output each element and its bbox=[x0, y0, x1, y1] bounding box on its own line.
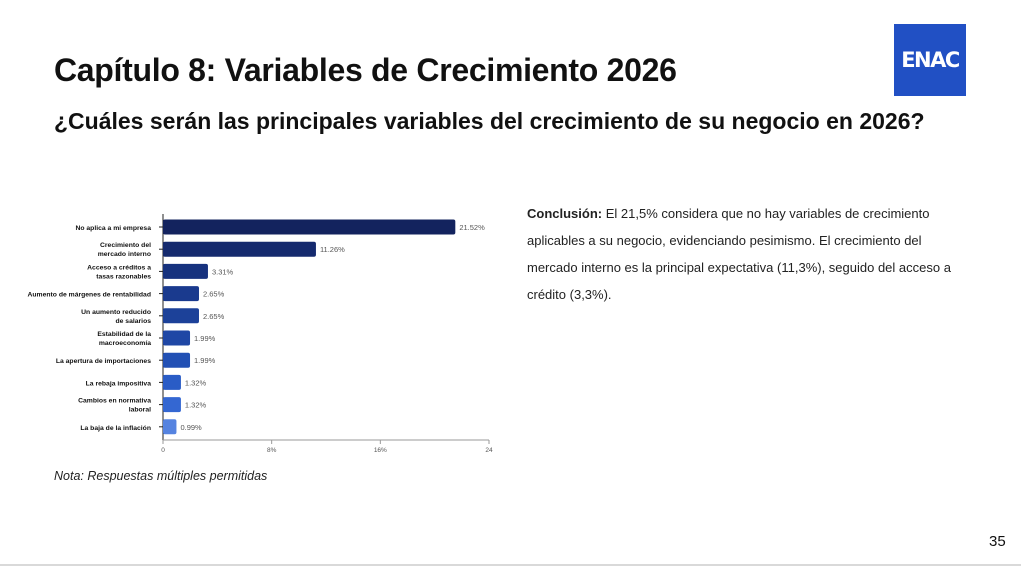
category-label: Cambios en normativa bbox=[78, 398, 151, 405]
category-label: La rebaja impositiva bbox=[86, 380, 152, 387]
data-label: 2.65% bbox=[203, 312, 225, 321]
conclusion-body: El 21,5% considera que no hay variables … bbox=[527, 206, 951, 302]
bar bbox=[163, 241, 316, 257]
category-label: de salarios bbox=[115, 318, 151, 325]
category-label: Aumento de márgenes de rentabilidad bbox=[27, 292, 151, 299]
enac-logo: ENAC bbox=[894, 24, 966, 96]
data-label: 21.52% bbox=[459, 223, 485, 232]
bar bbox=[163, 286, 199, 302]
bar bbox=[163, 263, 208, 279]
category-label: mercado interno bbox=[98, 251, 151, 258]
conclusion-text: Conclusión: El 21,5% considera que no ha… bbox=[527, 200, 967, 308]
category-label: tasas razonables bbox=[96, 273, 151, 280]
bar bbox=[163, 308, 199, 324]
x-tick-label: 0 bbox=[161, 447, 165, 454]
page-subtitle: ¿Cuáles serán las principales variables … bbox=[54, 108, 925, 134]
data-label: 1.99% bbox=[194, 334, 216, 343]
bar bbox=[163, 419, 177, 435]
category-label: La baja de la inflación bbox=[80, 425, 151, 432]
category-label: Un aumento reducido bbox=[81, 309, 151, 316]
bar bbox=[163, 374, 181, 390]
category-label: macroeconomía bbox=[99, 340, 151, 347]
category-label: Estabilidad de la bbox=[97, 331, 151, 338]
category-label: Crecimiento del bbox=[100, 242, 151, 249]
conclusion-label: Conclusión: bbox=[527, 206, 603, 221]
data-label: 1.32% bbox=[185, 378, 207, 387]
bottom-divider bbox=[0, 564, 1021, 566]
data-label: 1.32% bbox=[185, 401, 207, 410]
data-label: 1.99% bbox=[194, 356, 216, 365]
page-title: Capítulo 8: Variables de Crecimiento 202… bbox=[54, 52, 677, 88]
category-label: No aplica a mi empresa bbox=[75, 225, 151, 232]
data-label: 3.31% bbox=[212, 267, 234, 276]
bar bbox=[163, 397, 181, 413]
bar bbox=[163, 219, 456, 235]
category-label: La apertura de importaciones bbox=[56, 358, 151, 365]
data-label: 0.99% bbox=[180, 423, 202, 432]
x-tick-label: 8% bbox=[267, 447, 277, 454]
page-number: 35 bbox=[989, 533, 1006, 550]
category-label: Acceso a créditos a bbox=[87, 264, 151, 271]
bar bbox=[163, 352, 191, 368]
category-label: laboral bbox=[129, 407, 151, 414]
x-tick-label: 16% bbox=[374, 447, 387, 454]
data-label: 2.65% bbox=[203, 290, 225, 299]
bar bbox=[163, 330, 191, 346]
bar-chart: 21.52% No aplica a mi empresa 11.26% Crecim… bbox=[27, 214, 493, 454]
footnote: Nota: Respuestas múltiples permitidas bbox=[54, 469, 268, 483]
x-tick-label: 24 bbox=[485, 447, 493, 454]
data-label: 11.26% bbox=[320, 245, 345, 254]
